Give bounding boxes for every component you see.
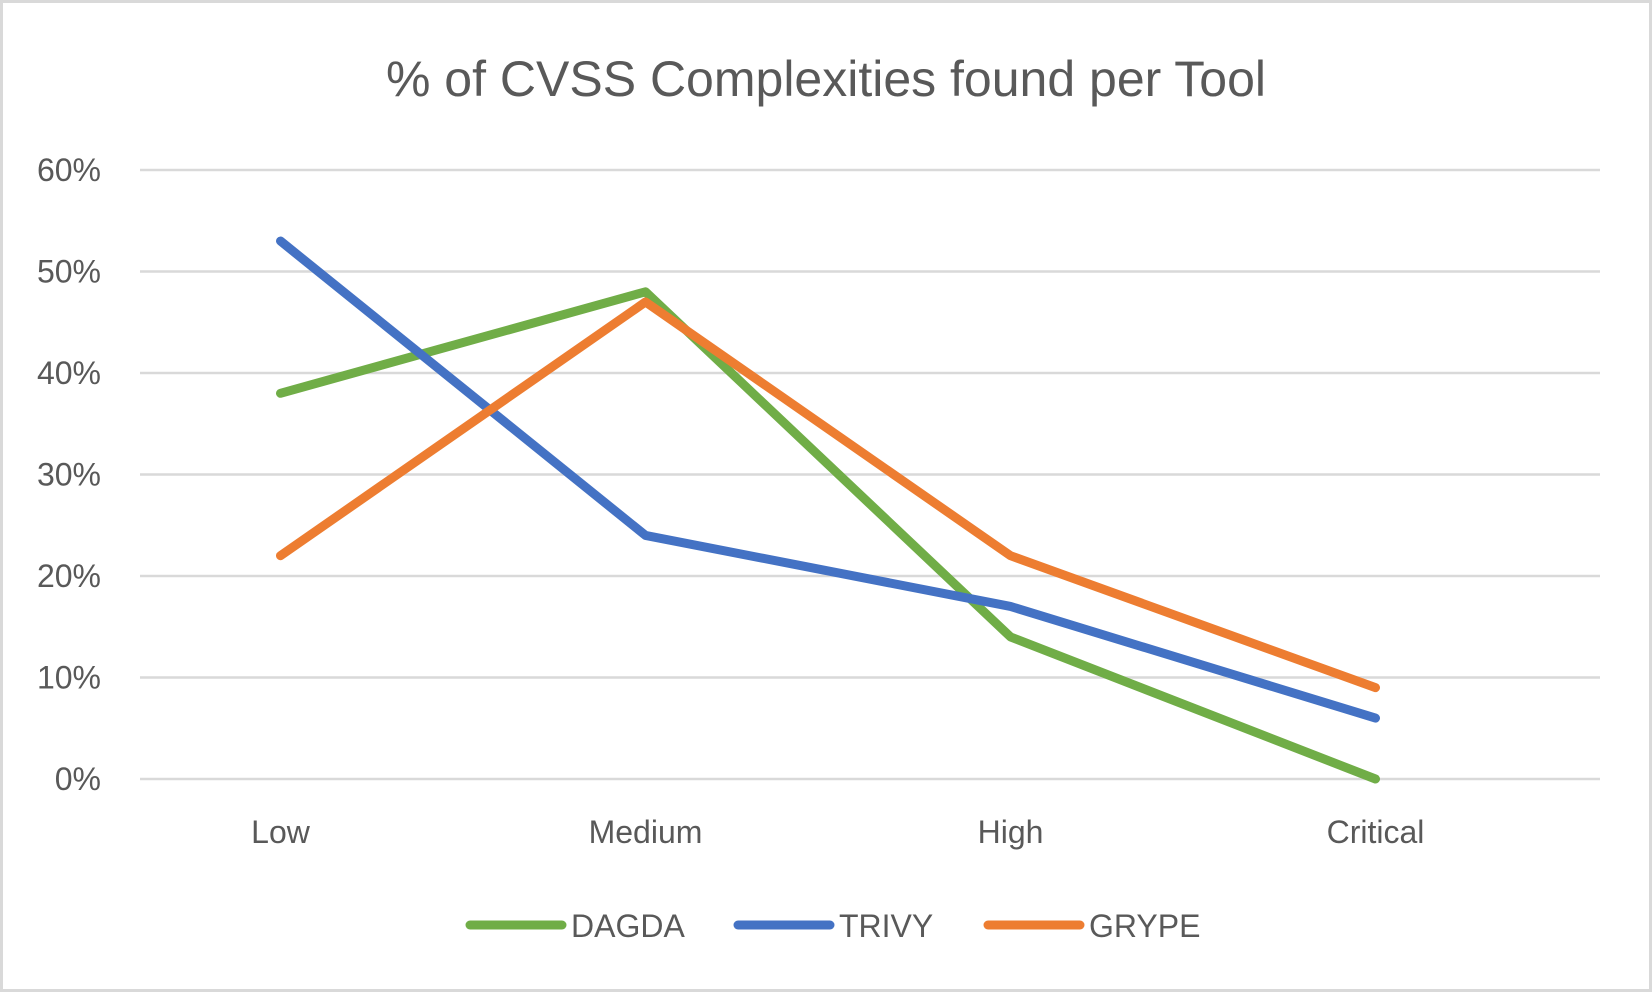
y-tick-label: 30% xyxy=(37,457,101,493)
gridlines xyxy=(140,168,1600,781)
legend-item-dagda[interactable]: DAGDA xyxy=(465,908,685,944)
series-dagda xyxy=(276,287,1380,784)
legend: DAGDA TRIVY GRYPE xyxy=(465,908,1200,944)
y-tick-label: 40% xyxy=(37,355,101,391)
x-tick-label: Critical xyxy=(1327,814,1425,850)
series-line-trivy xyxy=(276,236,1380,723)
chart-title: % of CVSS Complexities found per Tool xyxy=(386,51,1266,107)
legend-item-trivy[interactable]: TRIVY xyxy=(733,908,933,944)
series-trivy xyxy=(276,236,1380,723)
x-tick-label: Low xyxy=(251,814,311,850)
legend-label: TRIVY xyxy=(839,908,933,944)
y-tick-label: 10% xyxy=(37,660,101,696)
series-line-grype xyxy=(276,297,1380,693)
y-tick-label: 0% xyxy=(55,761,101,797)
y-axis-tick-labels: 0% 10% 20% 30% 40% 50% 60% xyxy=(37,152,101,797)
y-tick-label: 50% xyxy=(37,254,101,290)
series-grype xyxy=(276,297,1380,693)
y-tick-label: 20% xyxy=(37,558,101,594)
legend-item-grype[interactable]: GRYPE xyxy=(983,908,1200,944)
y-tick-label: 60% xyxy=(37,152,101,188)
x-axis-tick-labels: Low Medium High Critical xyxy=(251,814,1424,850)
x-tick-label: Medium xyxy=(589,814,703,850)
x-tick-label: High xyxy=(978,814,1044,850)
legend-label: DAGDA xyxy=(571,908,685,944)
series-line-dagda xyxy=(276,287,1380,784)
series-lines xyxy=(276,236,1380,784)
legend-label: GRYPE xyxy=(1089,908,1200,944)
